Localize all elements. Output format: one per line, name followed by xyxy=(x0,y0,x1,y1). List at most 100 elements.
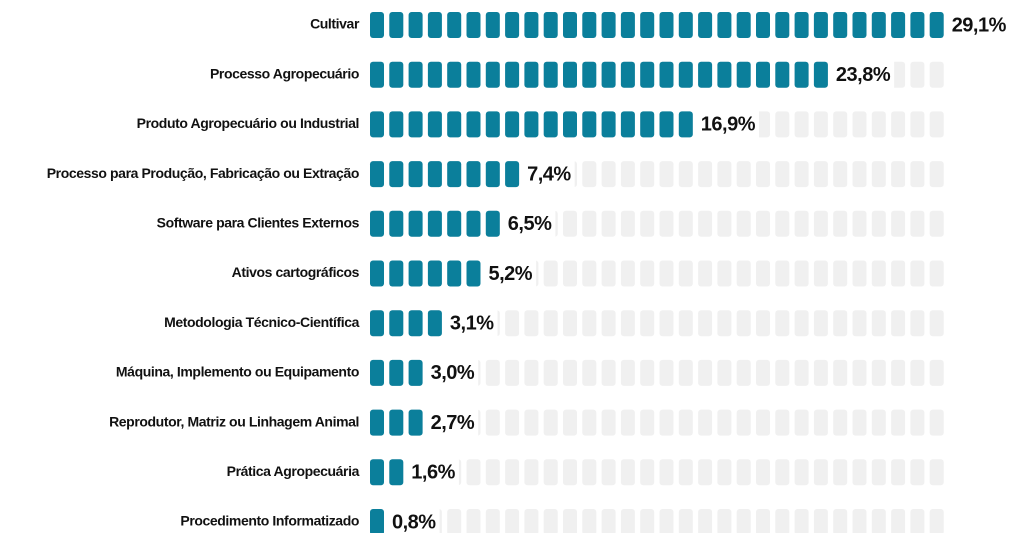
track-pill xyxy=(891,310,906,337)
value-label-bg xyxy=(947,11,1010,39)
track-pill xyxy=(485,409,500,436)
bar-pill xyxy=(389,359,404,386)
value-label-bg xyxy=(523,160,575,189)
track-pill xyxy=(698,161,713,188)
bar-pill xyxy=(678,61,693,88)
bar-pill xyxy=(736,12,751,38)
value-label-bg xyxy=(831,60,895,89)
track-pill xyxy=(601,409,616,436)
track-pill xyxy=(910,409,925,436)
track-pill xyxy=(582,310,597,337)
bar-pill xyxy=(370,260,384,287)
track-pill xyxy=(852,409,867,436)
track-pill xyxy=(833,359,848,386)
bar-pill xyxy=(659,61,674,88)
track-pill xyxy=(871,359,886,386)
track-pill xyxy=(871,459,886,486)
track-pill xyxy=(775,161,790,188)
track-pill xyxy=(563,210,577,237)
track-pill xyxy=(929,161,944,188)
bar-pill xyxy=(891,12,906,38)
bar-pill xyxy=(775,12,790,38)
bar-pill xyxy=(756,12,770,38)
track-pill xyxy=(698,459,713,486)
track-pill xyxy=(640,161,655,188)
bar-pill xyxy=(640,12,655,38)
bar-pill xyxy=(466,161,481,188)
category-label: Software para Clientes Externos xyxy=(157,215,360,231)
bar-pill xyxy=(466,111,481,138)
track-pill xyxy=(717,210,732,237)
bar-pill xyxy=(485,61,500,88)
bar-pill xyxy=(408,359,423,386)
bar-pill xyxy=(794,61,809,88)
track-pill xyxy=(717,359,732,386)
bar-pill xyxy=(389,459,404,486)
track-pill xyxy=(620,409,635,436)
track-pill xyxy=(698,210,713,237)
bar-pill xyxy=(485,111,500,138)
track-pill xyxy=(852,260,867,287)
track-pill xyxy=(813,409,828,436)
track-pill xyxy=(582,509,597,533)
bar-pill xyxy=(408,161,423,188)
track-pill xyxy=(678,409,693,436)
track-pill xyxy=(736,310,751,337)
track-pill xyxy=(505,409,520,436)
track-pill xyxy=(717,161,732,188)
category-label: Prática Agropecuária xyxy=(227,463,360,479)
track-pill xyxy=(891,210,906,237)
track-pill xyxy=(929,359,944,386)
track-pill xyxy=(563,409,577,436)
track-pill xyxy=(833,210,848,237)
value-label: 6,5% xyxy=(508,213,552,235)
track-pill xyxy=(929,111,944,138)
track-pill xyxy=(640,509,655,533)
bar-pill xyxy=(447,61,462,88)
track-pill xyxy=(678,260,693,287)
track-pill xyxy=(505,359,520,386)
bar-pill xyxy=(524,111,539,138)
bar-pill xyxy=(466,260,481,287)
bar-pill xyxy=(370,509,384,533)
track-pill xyxy=(852,509,867,533)
track-pill xyxy=(678,210,693,237)
track-pill xyxy=(485,359,500,386)
bar-pill xyxy=(466,61,481,88)
category-label: Reprodutor, Matriz ou Linhagem Animal xyxy=(109,413,359,429)
bar-pill xyxy=(601,12,616,38)
bar xyxy=(370,409,423,436)
track-pill xyxy=(891,459,906,486)
track-pill xyxy=(833,509,848,533)
bar-pill xyxy=(408,260,423,287)
bar-pill xyxy=(736,61,751,88)
bar-pill xyxy=(370,61,384,88)
bar-pill xyxy=(485,161,500,188)
track-pill xyxy=(910,310,925,337)
track-pill xyxy=(891,61,906,88)
track-pill xyxy=(543,260,558,287)
track-pill xyxy=(833,111,848,138)
bar-pill xyxy=(582,12,597,38)
track-pill xyxy=(871,161,886,188)
bar-pill xyxy=(620,61,635,88)
value-label-bg xyxy=(426,408,479,437)
track-pill xyxy=(601,161,616,188)
track-pill xyxy=(813,260,828,287)
track-pill xyxy=(775,409,790,436)
category-label: Processo Agropecuário xyxy=(210,65,359,81)
bar xyxy=(370,12,944,38)
track-pill xyxy=(910,509,925,533)
value-label: 0,8% xyxy=(392,511,436,533)
track-pill xyxy=(891,260,906,287)
track-pill xyxy=(794,459,809,486)
bar-pill xyxy=(389,260,404,287)
bar xyxy=(370,260,481,287)
bar-pill xyxy=(601,61,616,88)
value-label: 3,1% xyxy=(450,312,494,334)
bar-pill xyxy=(370,210,384,237)
bar-pill xyxy=(659,111,674,138)
track-pill xyxy=(756,310,770,337)
track-pill xyxy=(756,260,770,287)
